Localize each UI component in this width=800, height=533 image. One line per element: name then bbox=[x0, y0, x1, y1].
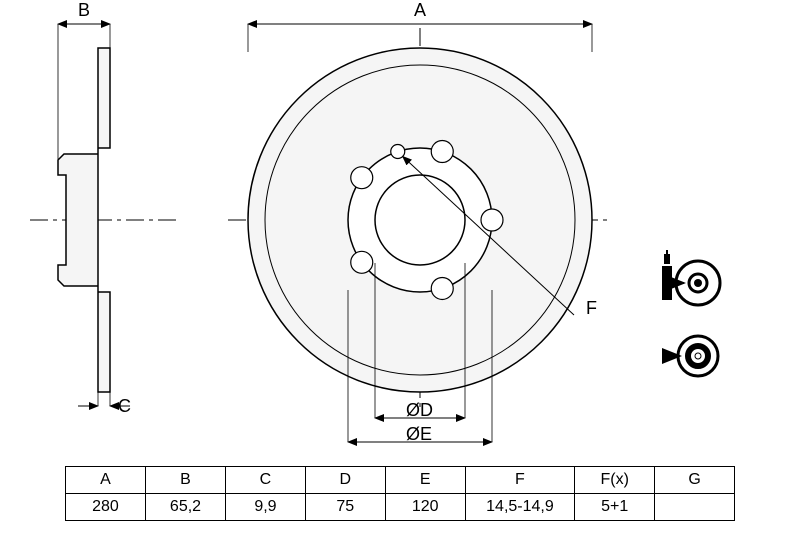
table-header-cell: F bbox=[465, 467, 575, 494]
table-value-cell bbox=[655, 494, 735, 521]
label-B: B bbox=[78, 0, 90, 21]
table-value-cell: 5+1 bbox=[575, 494, 655, 521]
table-value-cell: 14,5-14,9 bbox=[465, 494, 575, 521]
table-header-row: ABCDEFF(x)G bbox=[66, 467, 735, 494]
label-E: ØE bbox=[406, 424, 432, 445]
table-value-cell: 75 bbox=[305, 494, 385, 521]
table-value-cell: 9,9 bbox=[226, 494, 306, 521]
table-header-cell: G bbox=[655, 467, 735, 494]
table-header-cell: B bbox=[145, 467, 225, 494]
table-header-cell: E bbox=[385, 467, 465, 494]
table-value-cell: 65,2 bbox=[145, 494, 225, 521]
table-header-cell: F(x) bbox=[575, 467, 655, 494]
label-D: ØD bbox=[406, 400, 433, 421]
dimension-table: ABCDEFF(x)G 28065,29,97512014,5-14,95+1 bbox=[65, 466, 735, 521]
label-F: F bbox=[586, 298, 597, 319]
drawing-canvas: B A C ØD ØE F ABCDEFF(x)G 28065,29,97512… bbox=[0, 0, 800, 533]
table-value-row: 28065,29,97512014,5-14,95+1 bbox=[66, 494, 735, 521]
table-header-cell: A bbox=[66, 467, 146, 494]
table-header-cell: D bbox=[305, 467, 385, 494]
label-C: C bbox=[118, 396, 131, 417]
table-value-cell: 280 bbox=[66, 494, 146, 521]
table-value-cell: 120 bbox=[385, 494, 465, 521]
engineering-drawing bbox=[0, 0, 800, 533]
label-A: A bbox=[414, 0, 426, 21]
table-header-cell: C bbox=[226, 467, 306, 494]
